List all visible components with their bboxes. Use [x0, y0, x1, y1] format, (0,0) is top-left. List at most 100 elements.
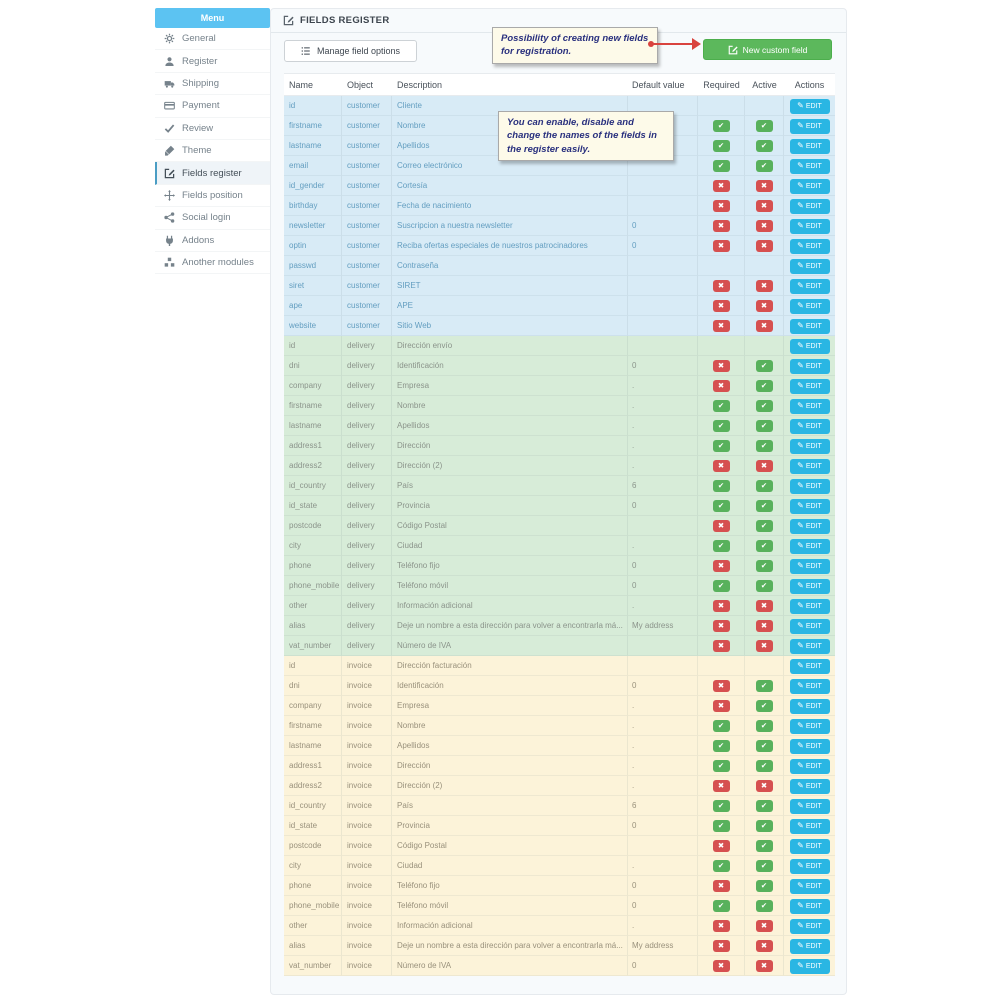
edit-button[interactable]: ✎ EDIT	[789, 498, 830, 514]
edit-button[interactable]: ✎ EDIT	[789, 158, 830, 174]
cell-name: alias	[284, 616, 342, 636]
manage-field-options-button[interactable]: Manage field options	[284, 40, 417, 62]
table-row: id delivery Dirección envío ✎ EDIT	[284, 336, 835, 356]
edit-button[interactable]: ✎ EDIT	[789, 518, 830, 534]
cell-default-value: 0	[628, 496, 698, 516]
edit-button[interactable]: ✎ EDIT	[789, 438, 830, 454]
edit-button[interactable]: ✎ EDIT	[789, 478, 830, 494]
cell-description: Deje un nombre a esta dirección para vol…	[392, 936, 628, 956]
edit-button[interactable]: ✎ EDIT	[789, 558, 830, 574]
edit-button[interactable]: ✎ EDIT	[789, 418, 830, 434]
cell-default-value	[628, 156, 698, 176]
edit-button[interactable]: ✎ EDIT	[789, 858, 830, 874]
cell-default-value: .	[628, 416, 698, 436]
edit-button[interactable]: ✎ EDIT	[789, 178, 830, 194]
edit-button[interactable]: ✎ EDIT	[789, 698, 830, 714]
edit-icon	[283, 15, 294, 26]
active-badge: ✔	[755, 140, 773, 152]
edit-button-label: EDIT	[805, 122, 822, 130]
edit-icon	[164, 168, 175, 179]
edit-button[interactable]: ✎ EDIT	[789, 618, 830, 634]
cell-object: delivery	[342, 596, 392, 616]
active-badge: ✖	[755, 320, 773, 332]
edit-button[interactable]: ✎ EDIT	[789, 878, 830, 894]
table-row: email customer Correo electrónico ✔ ✔ ✎ E…	[284, 156, 835, 176]
sidebar-item-review[interactable]: Review	[155, 118, 270, 140]
edit-button-label: EDIT	[805, 802, 822, 810]
edit-button[interactable]: ✎ EDIT	[789, 118, 830, 134]
edit-button[interactable]: ✎ EDIT	[789, 458, 830, 474]
active-badge: ✔	[755, 700, 773, 712]
cell-description: Dirección (2)	[392, 776, 628, 796]
sidebar-item-register[interactable]: Register	[155, 50, 270, 73]
edit-button[interactable]: ✎ EDIT	[789, 958, 830, 974]
active-badge: ✔	[755, 120, 773, 132]
edit-icon: ✎	[797, 861, 804, 870]
edit-button[interactable]: ✎ EDIT	[789, 758, 830, 774]
edit-button[interactable]: ✎ EDIT	[789, 798, 830, 814]
edit-button[interactable]: ✎ EDIT	[789, 678, 830, 694]
edit-button[interactable]: ✎ EDIT	[789, 138, 830, 154]
edit-button[interactable]: ✎ EDIT	[789, 898, 830, 914]
edit-button[interactable]: ✎ EDIT	[789, 918, 830, 934]
edit-button[interactable]: ✎ EDIT	[789, 818, 830, 834]
cell-default-value: My address	[628, 936, 698, 956]
edit-button[interactable]: ✎ EDIT	[789, 578, 830, 594]
table-row: phone delivery Teléfono fijo 0 ✖ ✔ ✎ EDIT	[284, 556, 835, 576]
cell-description: Provincia	[392, 496, 628, 516]
sidebar-item-fields-register[interactable]: Fields register	[155, 162, 270, 185]
edit-button[interactable]: ✎ EDIT	[789, 778, 830, 794]
cell-description: Dirección	[392, 436, 628, 456]
edit-button[interactable]: ✎ EDIT	[789, 598, 830, 614]
edit-button-label: EDIT	[805, 682, 822, 690]
edit-button[interactable]: ✎ EDIT	[789, 238, 830, 254]
edit-button[interactable]: ✎ EDIT	[789, 658, 830, 674]
edit-icon: ✎	[797, 841, 804, 850]
edit-button[interactable]: ✎ EDIT	[789, 378, 830, 394]
edit-icon: ✎	[797, 361, 804, 370]
edit-button[interactable]: ✎ EDIT	[789, 718, 830, 734]
edit-button[interactable]: ✎ EDIT	[789, 938, 830, 954]
active-badge: ✖	[755, 300, 773, 312]
cell-object: delivery	[342, 416, 392, 436]
sidebar-item-general[interactable]: General	[155, 28, 270, 51]
cell-default-value: 0	[628, 216, 698, 236]
cell-default-value: .	[628, 596, 698, 616]
table-row: siret customer SIRET ✖ ✖ ✎ EDIT	[284, 276, 835, 296]
edit-button[interactable]: ✎ EDIT	[789, 278, 830, 294]
sidebar-item-fields-position[interactable]: Fields position	[155, 185, 270, 208]
edit-button[interactable]: ✎ EDIT	[789, 198, 830, 214]
cell-default-value: .	[628, 396, 698, 416]
edit-button[interactable]: ✎ EDIT	[789, 738, 830, 754]
edit-button[interactable]: ✎ EDIT	[789, 398, 830, 414]
table-row: ape customer APE ✖ ✖ ✎ EDIT	[284, 296, 835, 316]
sidebar-item-social-login[interactable]: Social login	[155, 207, 270, 230]
cell-default-value: 0	[628, 816, 698, 836]
modules-icon	[164, 257, 175, 268]
edit-button-label: EDIT	[805, 102, 822, 110]
edit-button[interactable]: ✎ EDIT	[789, 838, 830, 854]
cell-name: birthday	[284, 196, 342, 216]
edit-button[interactable]: ✎ EDIT	[789, 258, 830, 274]
active-badge: ✔	[755, 440, 773, 452]
cell-description: Dirección (2)	[392, 456, 628, 476]
table-body: id customer Cliente ✎ EDIT firstname cust…	[284, 96, 835, 976]
table-row: id_country delivery País 6 ✔ ✔ ✎ EDIT	[284, 476, 835, 496]
edit-button[interactable]: ✎ EDIT	[789, 358, 830, 374]
edit-button[interactable]: ✎ EDIT	[789, 98, 830, 114]
sidebar-item-addons[interactable]: Addons	[155, 230, 270, 252]
share-icon	[164, 212, 175, 223]
sidebar-item-another-modules[interactable]: Another modules	[155, 252, 270, 275]
edit-button[interactable]: ✎ EDIT	[789, 538, 830, 554]
edit-button[interactable]: ✎ EDIT	[789, 318, 830, 334]
sidebar-item-theme[interactable]: Theme	[155, 140, 270, 163]
cell-object: invoice	[342, 756, 392, 776]
edit-button[interactable]: ✎ EDIT	[789, 218, 830, 234]
edit-button[interactable]: ✎ EDIT	[789, 298, 830, 314]
edit-button[interactable]: ✎ EDIT	[789, 638, 830, 654]
sidebar-item-shipping[interactable]: Shipping	[155, 73, 270, 96]
sidebar-item-payment[interactable]: Payment	[155, 95, 270, 118]
edit-button-label: EDIT	[805, 422, 822, 430]
new-custom-field-button[interactable]: New custom field	[703, 39, 832, 60]
edit-button[interactable]: ✎ EDIT	[789, 338, 830, 354]
